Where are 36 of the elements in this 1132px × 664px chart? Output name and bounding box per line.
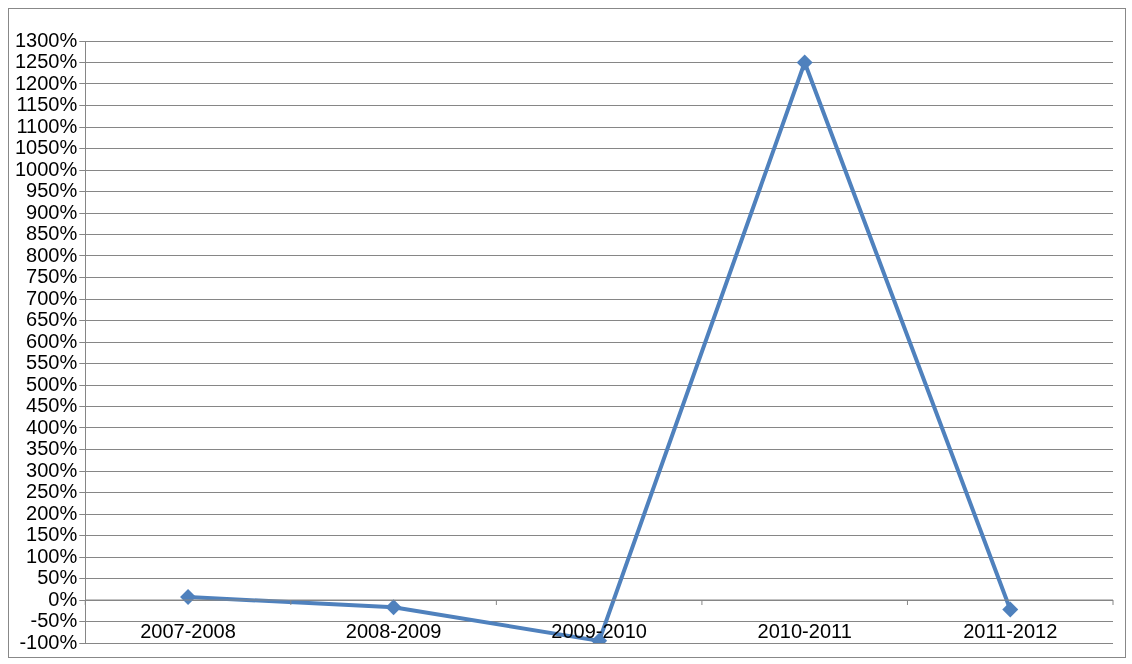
x-tick-label: 2010-2011	[757, 619, 852, 642]
y-tick-label: 700%	[26, 286, 78, 309]
y-tick-label: 250%	[26, 480, 78, 503]
y-tick-label: 1050%	[14, 136, 78, 159]
y-tick-label: 0%	[48, 587, 78, 610]
y-tick-label: 400%	[26, 415, 78, 438]
y-tick-label: 1150%	[16, 93, 78, 116]
y-tick-label: 150%	[26, 523, 78, 546]
y-tick-label: -100%	[19, 630, 78, 653]
y-tick-label: 1000%	[14, 157, 78, 180]
y-tick-label: 900%	[26, 200, 78, 223]
y-tick-label: 50%	[37, 566, 78, 589]
y-tick-label: 850%	[26, 222, 78, 245]
point	[385, 599, 402, 616]
y-tick-label: 1100%	[16, 114, 78, 137]
y-tick-label: 350%	[26, 437, 78, 460]
point	[796, 54, 813, 71]
y-tick-label: 950%	[26, 179, 78, 202]
y-tick-label: 550%	[26, 351, 78, 374]
y-tick-label: 1200%	[14, 71, 78, 94]
y-tick-label: -50%	[30, 609, 78, 632]
y-tick-label: 800%	[26, 243, 78, 266]
x-tick-label: 2011-2012	[963, 619, 1058, 642]
y-tick-label: 450%	[26, 394, 78, 417]
y-tick-label: 1250%	[14, 50, 78, 73]
y-tick-label: 600%	[26, 329, 78, 352]
y-tick-label: 100%	[26, 544, 78, 567]
y-tick-label: 500%	[26, 372, 78, 395]
point	[1002, 601, 1019, 618]
y-tick-label: 1300%	[14, 28, 78, 51]
y-tick-label: 750%	[26, 265, 78, 288]
y-tick-label: 300%	[26, 458, 78, 481]
y-tick-label: 200%	[26, 501, 78, 524]
x-tick-label: 2008-2009	[345, 619, 442, 642]
x-tick-label: 2007-2008	[140, 619, 236, 642]
y-tick-label: 650%	[26, 308, 78, 331]
